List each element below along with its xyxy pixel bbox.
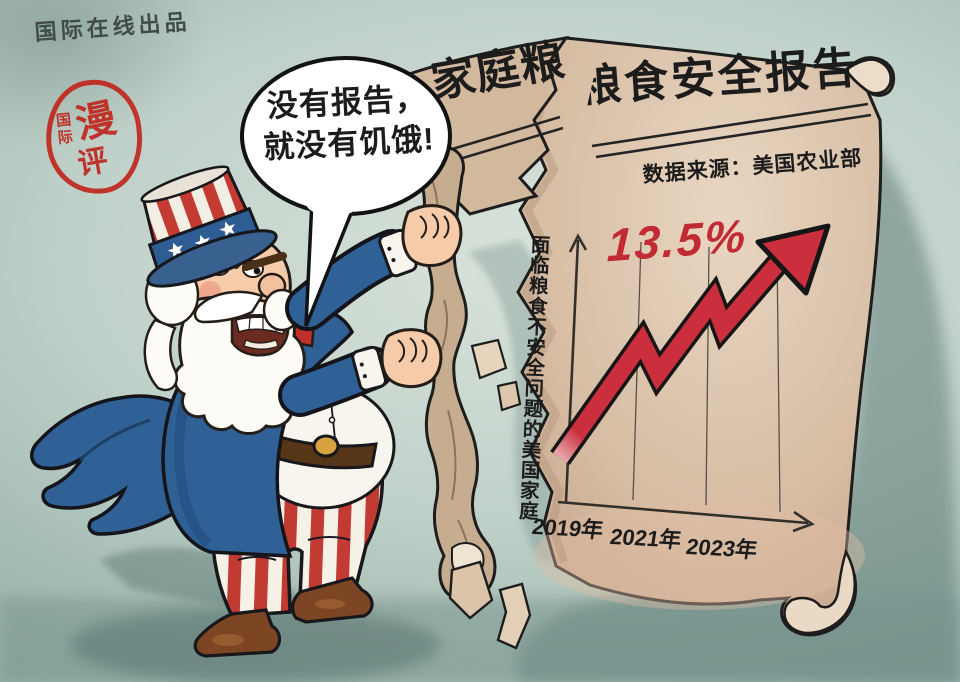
bottom-right-curl — [783, 548, 856, 635]
x-label-2023: 2023年 — [684, 534, 760, 563]
title-rule-1 — [591, 102, 869, 148]
teeth-gap-1 — [248, 317, 251, 331]
strip-crease-3 — [447, 409, 457, 501]
fist-lower — [380, 328, 443, 388]
lower-teeth — [243, 339, 279, 350]
knee-fold-right — [307, 536, 351, 541]
paper-scrap-2 — [496, 380, 522, 412]
knee-fold-left — [237, 556, 277, 561]
coat-tail-fold — [78, 418, 151, 462]
top-right-curl — [844, 58, 893, 95]
speech-bubble-tail-patch — [306, 190, 360, 216]
trend-arrowhead — [755, 223, 831, 296]
y-axis-arrowhead — [568, 233, 588, 253]
eyebrow-right — [242, 252, 287, 271]
hair-curl-front — [143, 318, 179, 392]
top-hat — [140, 165, 278, 288]
report-sheet — [516, 36, 896, 637]
shoe-right-highlight — [315, 599, 345, 609]
trend-arrow-body — [553, 250, 791, 463]
peak-value-label: 13.5% — [606, 209, 749, 272]
x-axis — [557, 500, 809, 525]
wall-shadow-of-scroll — [516, 130, 960, 682]
paper-scrap-3 — [448, 560, 494, 620]
mustache-left — [193, 290, 264, 324]
arms — [278, 204, 463, 417]
hat-top — [140, 165, 230, 203]
shoe-left — [193, 608, 282, 658]
shoe-left-highlight — [212, 634, 244, 646]
seal-side-text: 国际 — [53, 111, 74, 147]
x-label-2019: 2019年 — [530, 514, 606, 543]
paper-scrap-1 — [470, 338, 508, 380]
chart — [550, 223, 831, 533]
strip-crease-2 — [441, 299, 449, 351]
fist-upper-fingers — [419, 213, 450, 239]
lower-cuff — [351, 345, 387, 392]
fist-lower-fingers — [397, 337, 428, 363]
x-axis-arrowhead — [792, 510, 815, 533]
paper-bottom-tint — [535, 500, 865, 610]
tear-edge-shading — [521, 69, 568, 564]
speech-bubble — [240, 56, 452, 327]
shirt-button-2 — [328, 416, 336, 424]
paper-scrap-4 — [496, 582, 532, 650]
hat-brim — [146, 229, 278, 288]
speech-bubble-text: 没有报告， 就没有饥饿! — [246, 78, 450, 170]
gridline-2023 — [776, 251, 781, 513]
report-sheet-paper — [516, 36, 896, 637]
title-rule-2 — [595, 113, 872, 159]
uncle-sam — [30, 165, 463, 658]
belt-buckle — [312, 434, 340, 458]
gridline-2019 — [632, 241, 642, 501]
pupil-right — [253, 267, 261, 275]
x-label-2021: 2021年 — [608, 524, 684, 553]
